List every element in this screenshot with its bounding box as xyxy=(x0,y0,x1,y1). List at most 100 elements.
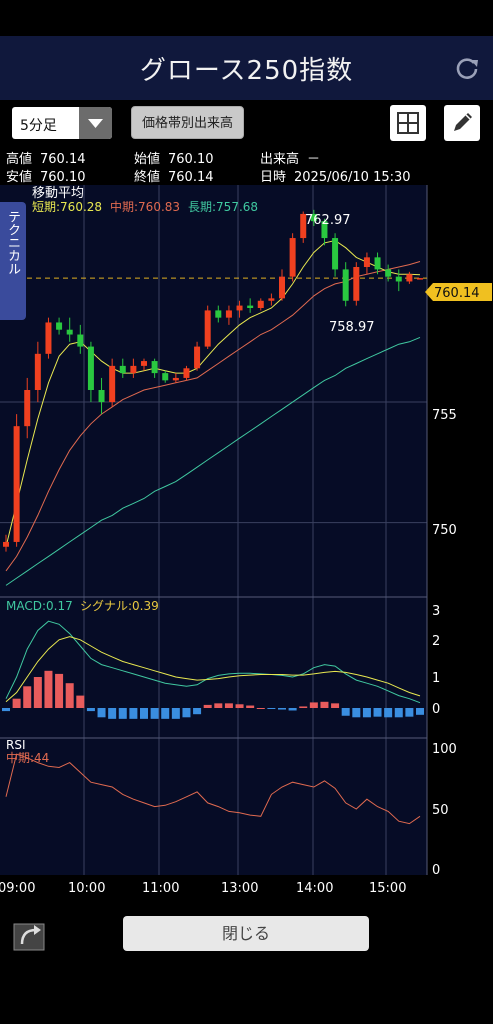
close-value: 760.14 xyxy=(168,170,214,185)
ma-short-label: 短期:760.28 xyxy=(32,200,102,214)
candle xyxy=(332,238,339,270)
macd-bar xyxy=(129,708,138,719)
macd-bar xyxy=(203,704,212,708)
candle xyxy=(300,213,307,239)
candle xyxy=(87,346,94,390)
macd-labels: MACD:0.17 シグナル:0.39 3 2 1 0 xyxy=(6,599,440,717)
y-tick-755: 755 xyxy=(432,408,457,423)
macd-bar xyxy=(224,703,233,708)
bottom-bar: 閉じる xyxy=(0,900,493,1024)
x-tick: 10:00 xyxy=(68,881,105,896)
rsi-labels: RSI 中期:44 100 50 0 xyxy=(6,738,457,878)
toolbar: 5分足 価格帯別出来高 xyxy=(0,100,493,145)
candle xyxy=(204,310,211,347)
layout-button[interactable] xyxy=(390,105,426,141)
high-value: 760.14 xyxy=(40,152,86,167)
current-price: 760.14 xyxy=(434,286,480,301)
macd-bar xyxy=(76,695,85,708)
price-info: 高値 760.14 始値 760.10 出来高 － 安値 760.10 終値 760.14… xyxy=(0,145,493,185)
ma-mid-label: 中期:760.83 xyxy=(110,199,180,214)
candle xyxy=(395,276,402,282)
macd-bar xyxy=(235,704,244,708)
page-title: グロース250指数 xyxy=(139,56,354,86)
volume-value: － xyxy=(307,152,321,167)
datetime-row: 日時 2025/06/10 15:30 xyxy=(260,166,411,185)
macd-bar xyxy=(55,673,64,708)
macd-bar xyxy=(2,708,10,712)
x-tick: 13:00 xyxy=(221,881,258,896)
moving-averages xyxy=(5,239,421,586)
candle xyxy=(321,221,328,239)
macd-bar xyxy=(256,708,265,709)
macd-bar xyxy=(246,705,255,708)
macd-bar xyxy=(288,708,297,711)
macd-bar xyxy=(362,708,371,718)
pencil-icon xyxy=(454,113,472,131)
candlesticks xyxy=(3,209,423,552)
technical-tab-label: テクニカル xyxy=(5,210,20,275)
candle xyxy=(310,213,317,222)
ma-short-line xyxy=(5,239,421,547)
candle xyxy=(172,377,179,381)
high-row: 高値 760.14 xyxy=(6,148,86,167)
open-row: 始値 760.10 xyxy=(134,148,214,167)
high-label: 高値 xyxy=(6,152,33,167)
header: グロース250指数 xyxy=(0,36,493,100)
candle xyxy=(98,390,105,403)
macd-bar xyxy=(299,706,308,708)
close-row: 終値 760.14 xyxy=(134,166,214,185)
candle xyxy=(183,368,190,378)
macd-bar xyxy=(182,708,191,718)
candle xyxy=(119,365,126,374)
macd-bar xyxy=(23,686,32,708)
macd-bar xyxy=(416,708,424,715)
x-tick: 15:00 xyxy=(369,881,406,896)
macd-bar xyxy=(86,708,95,712)
candle xyxy=(13,426,20,542)
draw-button[interactable] xyxy=(444,105,480,141)
macd-bar xyxy=(278,708,286,710)
macd-tick-0: 0 xyxy=(432,702,440,717)
macd-signal-label: シグナル:0.39 xyxy=(80,599,159,613)
stock-chart[interactable]: 移動平均 短期:760.28 中期:760.83 長期:757.68 762.9… xyxy=(0,185,493,900)
candle xyxy=(109,365,116,403)
candle xyxy=(363,257,370,267)
rsi-line xyxy=(5,753,421,825)
candle xyxy=(130,365,137,374)
volume-label: 出来高 xyxy=(260,152,300,167)
rotate-back-icon[interactable] xyxy=(12,918,46,952)
rsi-tick-0: 0 xyxy=(432,863,440,878)
technical-tab[interactable]: テクニカル xyxy=(0,202,26,320)
chevron-down-icon xyxy=(79,107,112,139)
refresh-icon[interactable] xyxy=(453,54,481,82)
x-axis: 09:00 10:00 11:00 13:00 14:00 15:00 xyxy=(0,881,406,896)
ma-long-label: 長期:757.68 xyxy=(188,200,258,214)
status-bar xyxy=(0,0,493,36)
rsi-mid-label: 中期:44 xyxy=(6,750,49,765)
macd-bar xyxy=(65,683,74,708)
macd-bar xyxy=(214,703,223,708)
chart-background xyxy=(0,185,427,875)
macd-bar xyxy=(320,701,329,708)
datetime-value: 2025/06/10 15:30 xyxy=(294,170,411,185)
candle xyxy=(257,300,264,308)
candle xyxy=(236,305,243,311)
interval-select[interactable]: 5分足 xyxy=(12,107,112,139)
candle xyxy=(3,541,9,547)
close-button[interactable]: 閉じる xyxy=(123,916,369,951)
rsi-tick-50: 50 xyxy=(432,803,449,818)
open-value: 760.10 xyxy=(168,152,214,167)
macd-bar xyxy=(12,698,21,708)
price-volume-button[interactable]: 価格帯別出来高 xyxy=(131,106,244,139)
main-chart-labels: 移動平均 短期:760.28 中期:760.83 長期:757.68 762.9… xyxy=(32,186,457,538)
candle xyxy=(34,353,41,390)
macd-bar xyxy=(309,702,318,708)
low-marker: 758.97 xyxy=(329,320,375,335)
macd-bar xyxy=(171,708,180,719)
interval-value: 5分足 xyxy=(20,118,57,134)
macd-bar xyxy=(140,708,148,719)
macd-line xyxy=(5,620,421,704)
candle xyxy=(66,329,73,335)
macd-bar xyxy=(118,708,127,719)
macd-bar xyxy=(405,708,414,717)
